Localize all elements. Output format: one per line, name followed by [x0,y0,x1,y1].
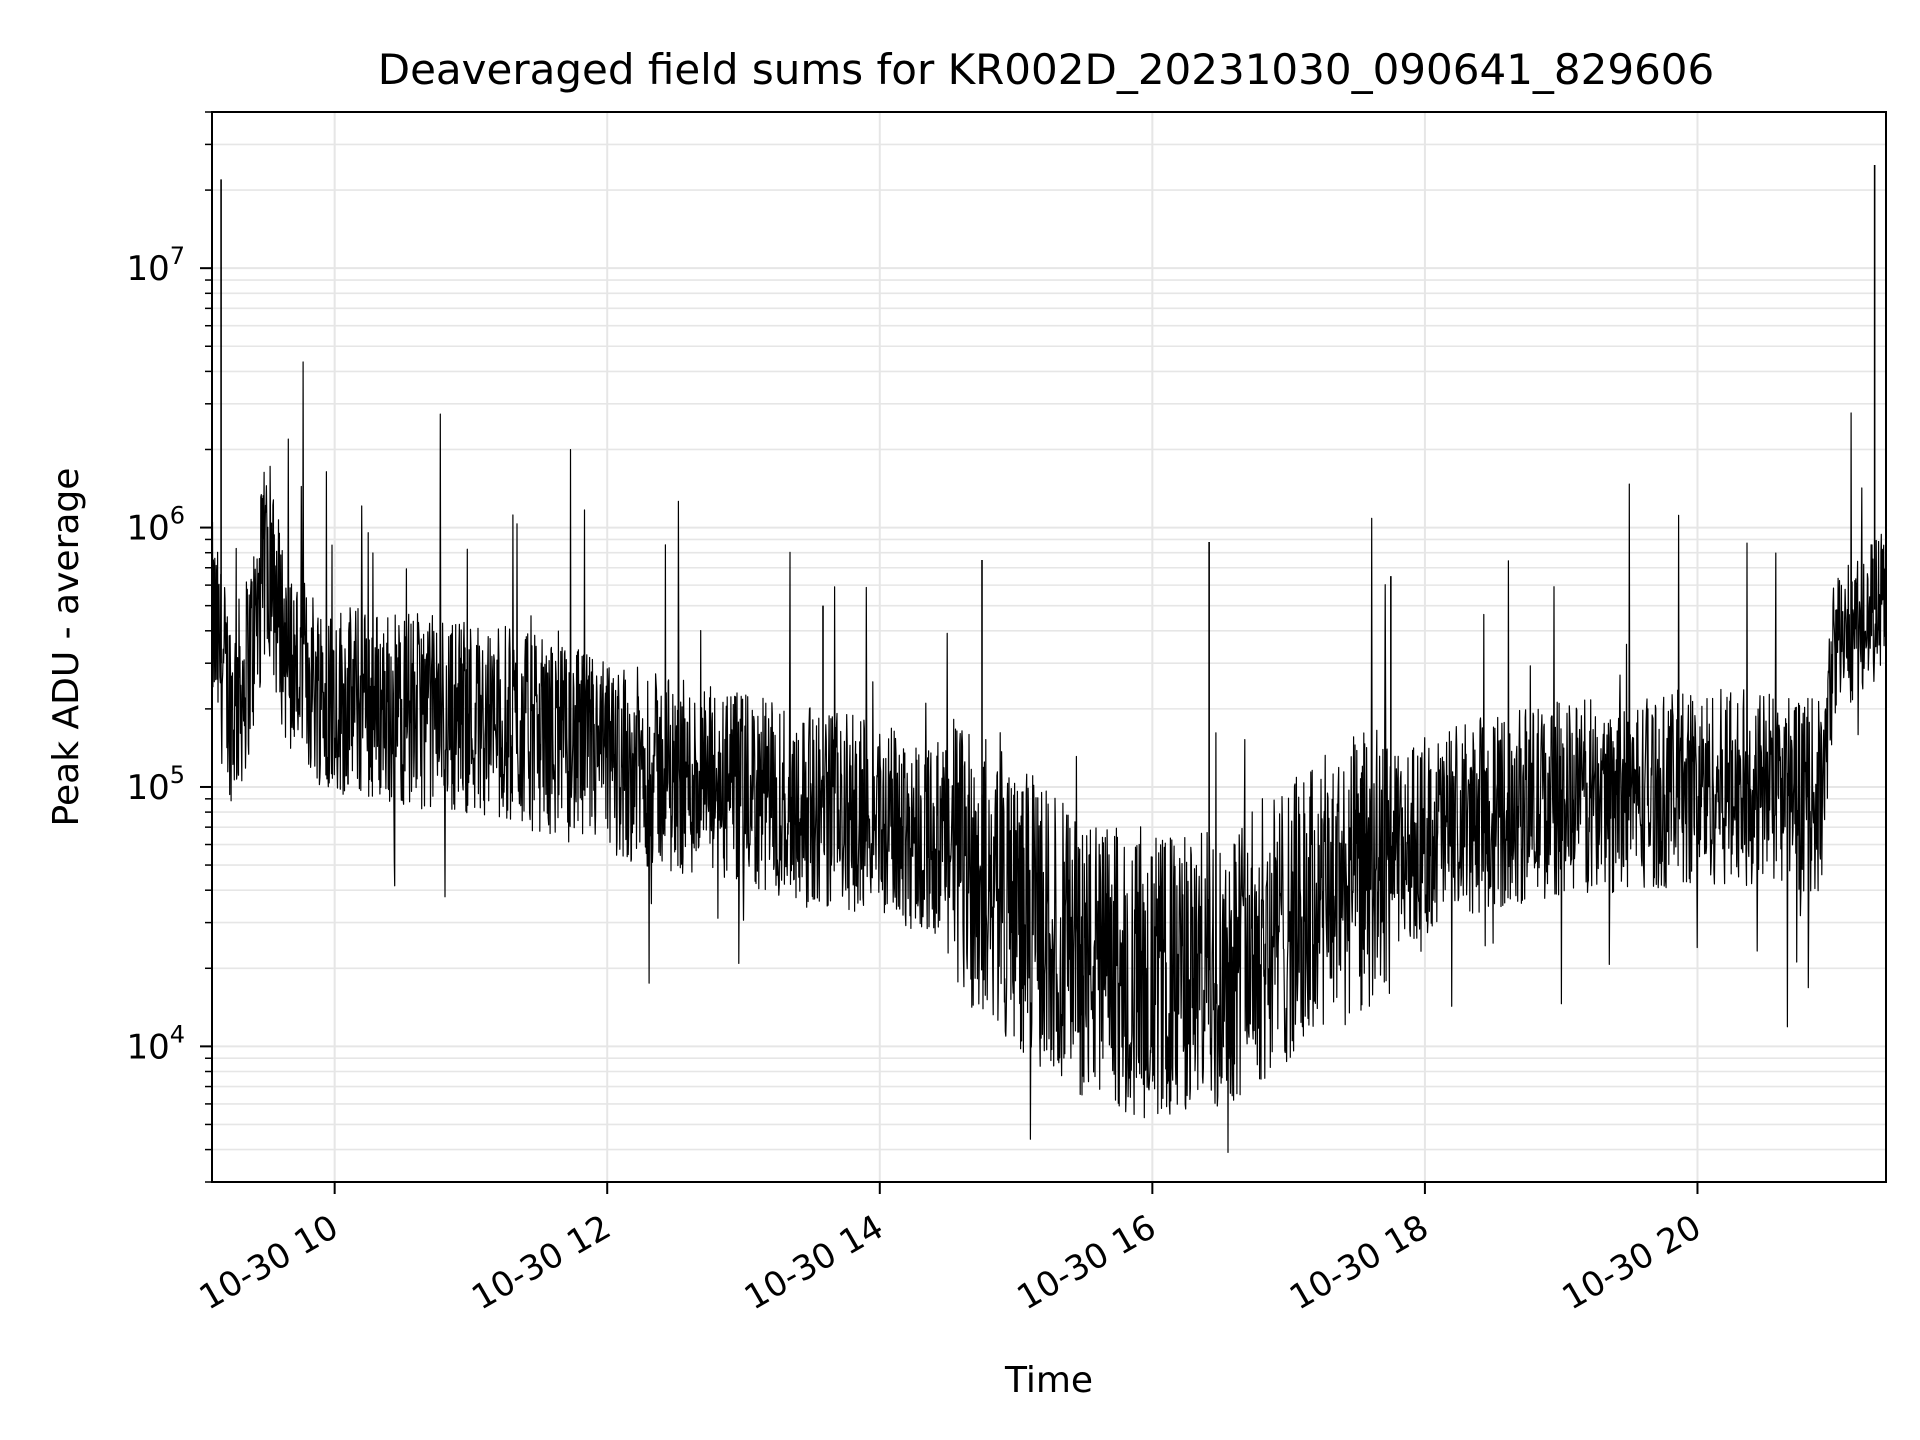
y-tick-label: 106 [126,502,185,549]
y-tick-label: 105 [126,761,185,808]
y-axis-label: Peak ADU - average [46,468,87,827]
axes-frame [211,111,1887,1183]
y-tick-label: 104 [126,1020,185,1067]
y-tick-label: 107 [126,242,185,289]
y-axis: 104 105 106 107 [126,111,212,1183]
x-axis-label: Time [1004,1360,1093,1401]
series-line-trace [211,361,1887,1153]
series-line [211,164,1887,1153]
chart-title: Deaveraged field sums for KR002D_2023103… [378,45,1715,94]
